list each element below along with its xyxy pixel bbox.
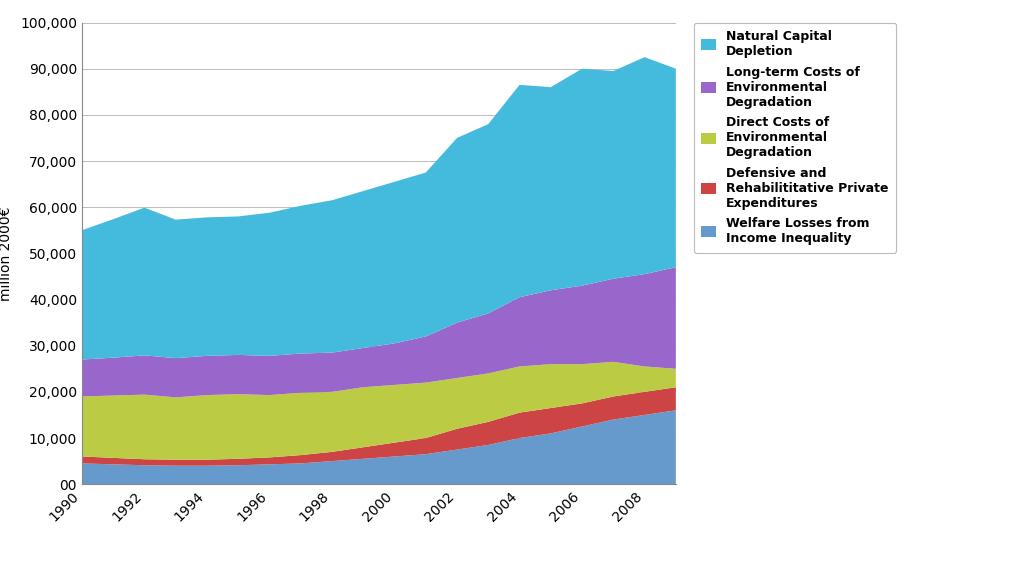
Legend: Natural Capital
Depletion, Long-term Costs of
Environmental
Degradation, Direct : Natural Capital Depletion, Long-term Cos… (693, 23, 896, 253)
Y-axis label: million 2000€: million 2000€ (0, 206, 13, 301)
